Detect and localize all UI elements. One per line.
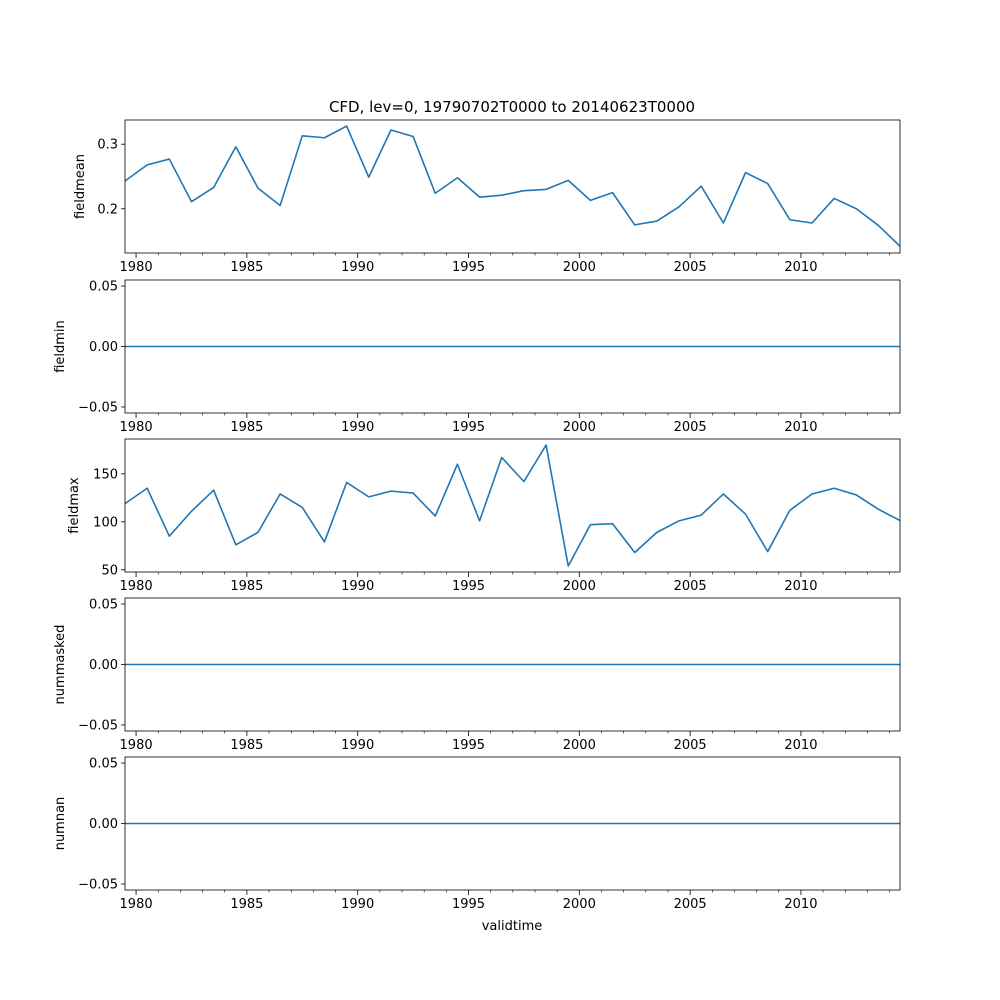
x-tick-label-fieldmin: 1995	[452, 420, 485, 435]
x-tick-label-fieldmin: 2010	[784, 420, 817, 435]
x-tick-label-fieldmax: 1985	[230, 579, 263, 594]
x-tick-label-fieldmax: 1980	[120, 579, 153, 594]
y-tick-label-fieldmin: 0.05	[89, 280, 118, 295]
x-tick-label-nummasked: 1990	[341, 738, 374, 753]
x-tick-label-numnan: 2000	[563, 897, 596, 912]
x-tick-label-fieldmax: 1995	[452, 579, 485, 594]
x-tick-label-fieldmax: 1990	[341, 579, 374, 594]
x-tick-label-fieldmin: 1985	[230, 420, 263, 435]
y-tick-label-numnan: −0.05	[78, 877, 118, 892]
y-tick-label-nummasked: −0.05	[78, 718, 118, 733]
x-tick-label-nummasked: 2005	[674, 738, 707, 753]
x-tick-label-fieldmin: 2000	[563, 420, 596, 435]
x-tick-label-fieldmean: 1995	[452, 260, 485, 275]
x-axis-label: validtime	[482, 919, 543, 934]
x-tick-label-numnan: 1995	[452, 897, 485, 912]
x-tick-label-fieldmean: 1985	[230, 260, 263, 275]
panel-numnan: −0.05 0.00 0.05 numnan 1980 1985 1990 1995 2000 2…	[53, 757, 901, 912]
y-tick-label-fieldmean: 0.2	[97, 202, 118, 217]
y-axis-label-nummasked: nummasked	[53, 625, 68, 705]
x-tick-label-numnan: 1980	[120, 897, 153, 912]
x-tick-label-fieldmin: 1980	[120, 420, 153, 435]
y-axis-label-numnan: numnan	[53, 797, 68, 851]
y-axis-label-fieldmax: fieldmax	[67, 477, 82, 534]
series-line-fieldmean	[125, 125, 900, 248]
panel-fieldmean: 0.2 0.3 fieldmean 1980 1985 1990 1995 2000 2005 2…	[73, 119, 901, 275]
x-tick-label-fieldmean: 1980	[120, 260, 153, 275]
x-tick-label-numnan: 2010	[784, 897, 817, 912]
y-tick-label-fieldmax: 100	[93, 515, 118, 530]
y-tick-label-fieldmax: 150	[93, 467, 118, 482]
x-tick-label-fieldmax: 2010	[784, 579, 817, 594]
x-tick-label-nummasked: 1995	[452, 738, 485, 753]
x-tick-label-nummasked: 1980	[120, 738, 153, 753]
x-tick-label-fieldmin: 1990	[341, 420, 374, 435]
x-tick-label-fieldmean: 2005	[674, 260, 707, 275]
x-tick-label-fieldmax: 2005	[674, 579, 707, 594]
x-tick-label-fieldmax: 2000	[563, 579, 596, 594]
y-tick-label-fieldmin: 0.00	[89, 340, 118, 355]
y-tick-label-nummasked: 0.05	[89, 598, 118, 613]
y-tick-label-nummasked: 0.00	[89, 658, 118, 673]
x-tick-label-nummasked: 2000	[563, 738, 596, 753]
y-axis-label-fieldmean: fieldmean	[73, 154, 88, 219]
x-tick-label-numnan: 1985	[230, 897, 263, 912]
series-line-fieldmax	[125, 444, 900, 567]
x-tick-label-nummasked: 1985	[230, 738, 263, 753]
x-tick-label-fieldmean: 2000	[563, 260, 596, 275]
panels: 0.2 0.3 fieldmean 1980 1985 1990 1995 2000 2005 2…	[53, 119, 901, 912]
x-tick-label-numnan: 1990	[341, 897, 374, 912]
axes-frame-fieldmean	[124, 119, 901, 254]
y-tick-label-numnan: 0.05	[89, 757, 118, 772]
x-tick-label-nummasked: 2010	[784, 738, 817, 753]
y-axis-label-fieldmin: fieldmin	[53, 320, 68, 373]
panel-nummasked: −0.05 0.00 0.05 nummasked 1980 1985 1990 1995 20…	[53, 598, 901, 753]
x-tick-label-fieldmin: 2005	[674, 420, 707, 435]
y-tick-label-numnan: 0.00	[89, 817, 118, 832]
x-tick-label-numnan: 2005	[674, 897, 707, 912]
chart-title: CFD, lev=0, 19790702T0000 to 20140623T00…	[329, 98, 695, 116]
y-tick-label-fieldmean: 0.3	[97, 138, 118, 153]
axes-frame-fieldmax	[124, 438, 901, 573]
y-tick-label-fieldmin: −0.05	[78, 400, 118, 415]
panel-fieldmax: 50 100 150 fieldmax 1980 1985 1990 1995 2000 2005…	[67, 438, 901, 594]
x-tick-label-fieldmean: 2010	[784, 260, 817, 275]
x-tick-label-fieldmean: 1990	[341, 260, 374, 275]
y-tick-label-fieldmax: 50	[101, 563, 118, 578]
panel-fieldmin: −0.05 0.00 0.05 fieldmin 1980 1985 1990 1995 200…	[53, 280, 901, 435]
